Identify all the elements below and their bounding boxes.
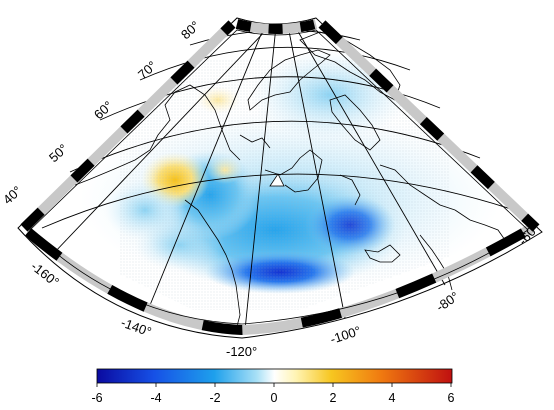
frame-outer bbox=[17, 17, 543, 339]
parallel-50 bbox=[69, 120, 481, 173]
parallel-40 bbox=[41, 173, 515, 229]
coast-great-lakes bbox=[364, 244, 401, 263]
colorbar-tick-label: 4 bbox=[389, 391, 396, 405]
frame-right-edge-black bbox=[318, 20, 540, 232]
colorbar-tick-marks bbox=[96, 383, 452, 387]
lat-label-80: 80° bbox=[178, 18, 203, 42]
lat-label-60: 60° bbox=[91, 98, 116, 122]
colorbar-gradient bbox=[96, 368, 453, 384]
lat-label-50: 50° bbox=[46, 141, 71, 165]
colorbar: -6 -4 -2 0 2 4 6 bbox=[91, 368, 455, 405]
map-domain bbox=[18, 18, 538, 336]
coast-misc-1 bbox=[239, 134, 271, 149]
colorbar-tick-label: 0 bbox=[271, 391, 278, 405]
coast-alaska bbox=[111, 84, 241, 171]
coast-us-west bbox=[225, 254, 241, 331]
colorbar-tick-labels: -6 -4 -2 0 2 4 6 bbox=[91, 391, 454, 405]
frame-top-black bbox=[235, 19, 318, 34]
coast-aleutians bbox=[74, 169, 113, 186]
coast-arctic-islands bbox=[247, 49, 331, 111]
frame-inner bbox=[29, 29, 529, 325]
colorbar-tick-label: 6 bbox=[448, 391, 455, 405]
frame-left-edge-black bbox=[20, 20, 236, 232]
colorbar-tick-label: -2 bbox=[209, 391, 220, 405]
coast-east-us bbox=[419, 234, 453, 291]
meridian-80 bbox=[295, 27, 446, 286]
frame-black-segments-arc bbox=[24, 223, 535, 336]
meridian-140 bbox=[147, 31, 263, 311]
lon-label-120: -120° bbox=[226, 344, 257, 359]
lat-label-70: 70° bbox=[135, 58, 160, 82]
lon-label-100: -100° bbox=[328, 323, 362, 347]
triangle-marker bbox=[269, 173, 285, 187]
coast-hudson-bay bbox=[264, 149, 323, 193]
coast-bc bbox=[184, 199, 227, 256]
coast-maritimes bbox=[454, 209, 506, 241]
meridian-160 bbox=[51, 25, 271, 256]
colorbar-tick-label: -6 bbox=[91, 391, 102, 405]
colorbar-tick-label: 2 bbox=[330, 391, 337, 405]
map-frame bbox=[17, 17, 543, 339]
meridian-120 bbox=[244, 25, 277, 331]
coast-baffin bbox=[329, 94, 381, 151]
colorbar-tick-label: -4 bbox=[150, 391, 161, 405]
meridian-100 bbox=[287, 25, 346, 319]
lat-label-40: 40° bbox=[0, 183, 25, 207]
lon-label-80: -80° bbox=[433, 289, 461, 315]
coast-misc-2 bbox=[339, 174, 361, 206]
coast-labrador bbox=[379, 164, 456, 211]
